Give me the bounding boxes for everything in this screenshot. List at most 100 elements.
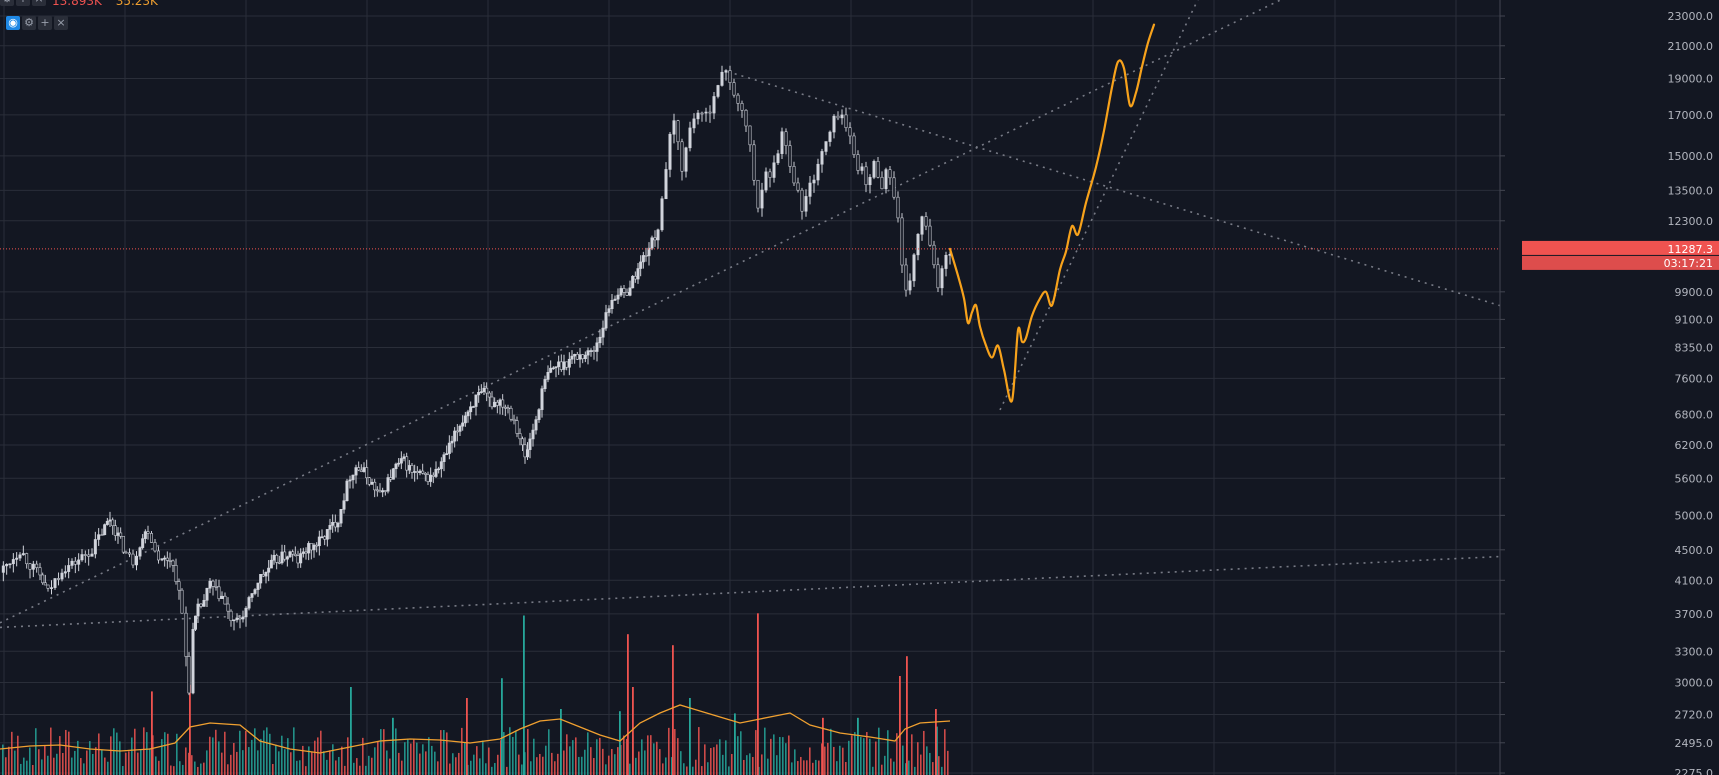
volume-bar [839,745,841,775]
settings-icon[interactable]: ⚙ [22,16,36,30]
volume-bar [776,755,778,775]
volume-bar [401,760,403,775]
candle-down [165,557,169,561]
candle-up [601,327,605,338]
volume-bar [590,747,592,775]
volume-bar [338,756,340,775]
volume-bar [770,738,772,775]
volume-bar [251,739,253,775]
volume-bar [296,760,298,775]
candle-down [732,82,736,96]
candle-up [840,114,844,119]
candle-down [359,469,363,472]
volume-bar [749,753,751,775]
candle-down [485,387,489,394]
volume-bar [29,747,31,775]
candle-up [439,461,443,470]
candle-down [38,567,42,576]
volume-bar [929,752,931,775]
volume-bar [818,760,820,775]
candle-down [41,574,45,584]
candle-up [712,96,716,114]
candle-up [764,171,768,191]
volume-bar [497,754,499,775]
volume-bar [509,727,511,775]
candle-up [583,354,587,360]
volume-bar [389,758,391,775]
candle-up [351,474,355,481]
volume-bar [722,754,724,775]
candlesticks[interactable] [1,65,952,696]
volume-bar [713,747,715,775]
volume-bar-up [857,717,859,775]
volume-bar [443,730,445,775]
candle-up [429,474,433,482]
volume-bar [488,747,490,775]
candle-down [211,580,215,587]
candle-up [760,189,764,209]
close-icon[interactable]: × [32,0,46,6]
volume-bar [218,741,220,775]
volume-bar [191,755,193,775]
candle-up [447,442,451,454]
candle-up [482,387,486,392]
candle-up [469,406,473,413]
candle-up [160,558,164,561]
volume-bar [371,757,373,775]
plus-icon[interactable]: + [16,0,30,6]
volume-bar [743,759,745,775]
close-icon[interactable]: × [54,16,68,30]
candle-down [880,176,884,190]
volume-bar [863,738,865,775]
candle-up [650,237,654,249]
candle-down [405,456,409,471]
candle-down [936,264,940,289]
volume-bar [176,733,178,775]
candle-up [8,563,12,566]
candle-down [748,125,752,146]
volume-bar [44,744,46,775]
volume-bar [755,730,757,775]
plus-icon[interactable]: + [38,16,52,30]
candle-down [928,225,932,246]
gear-icon[interactable]: ⚙ [0,0,14,6]
candle-up [528,438,532,450]
candle-up [610,300,614,309]
volume-bar [65,729,67,775]
projection-drawing[interactable] [948,23,1156,403]
candle-down [128,552,132,555]
volume-bar [482,740,484,775]
volume-bar [428,737,430,775]
price-axis[interactable]: 23000.0 21000.0 19000.0 17000.0 15000.0 13500… [1499,0,1719,775]
volume-bar [299,760,301,775]
candle-down [932,244,936,266]
volume-bar [275,744,277,775]
axis-tick-label: 12300.0 [1668,215,1714,228]
candle-up [720,71,724,86]
candle-up [664,169,668,200]
candle-up [312,544,316,551]
volume-bar [68,731,70,775]
volume-bar [533,738,535,775]
volume-bar [308,746,310,775]
trendlines[interactable] [0,0,1719,629]
volume-bar [548,729,550,775]
candle-up [534,419,538,431]
volume-bar [572,740,574,775]
volume-bar-up [392,717,394,775]
volume-bar [365,765,367,775]
volume-bar [563,750,565,775]
volume-bar [629,763,631,775]
candle-down [238,617,242,620]
volume-bar [797,761,799,775]
volume-bar-down [935,709,937,775]
volume-bar [62,752,64,775]
volume-bar [824,746,826,775]
volume-legend: 13.893K 35.23K [52,0,168,8]
candle-down [622,288,626,293]
eye-icon[interactable]: ◉ [6,16,20,30]
candle-up [828,131,832,142]
candle-up [824,141,828,152]
